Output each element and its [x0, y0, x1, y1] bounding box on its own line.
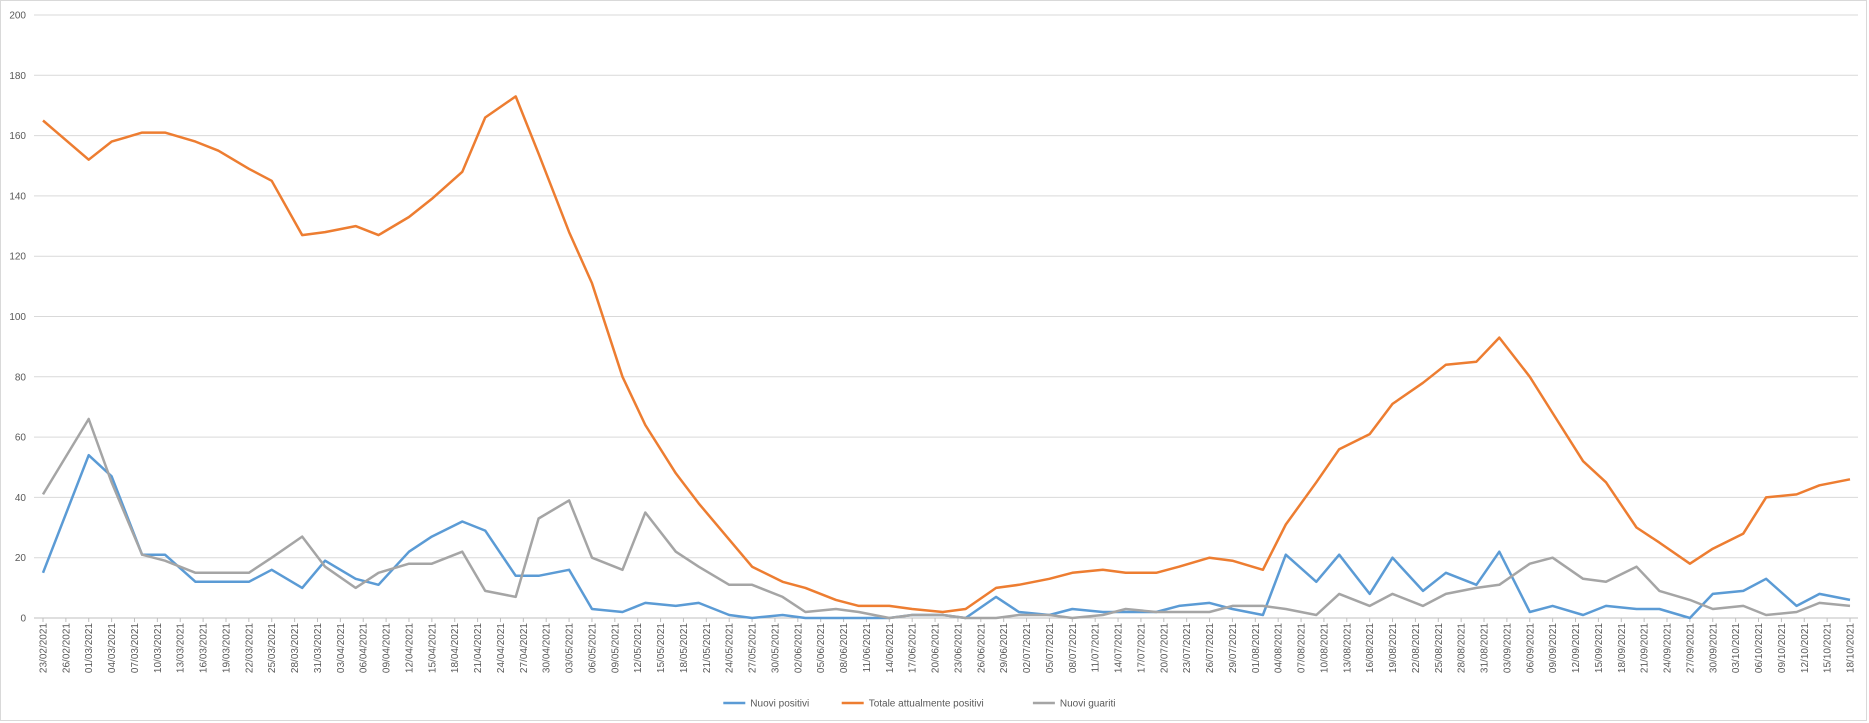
- x-tick-label: 29/07/2021: [1228, 623, 1239, 673]
- x-tick-label: 03/10/2021: [1731, 623, 1742, 673]
- x-tick-label: 24/04/2021: [496, 623, 507, 673]
- y-tick-label: 40: [15, 493, 27, 504]
- x-tick-label: 04/08/2021: [1274, 623, 1285, 673]
- x-tick-label: 21/09/2021: [1640, 623, 1651, 673]
- x-tick-label: 20/07/2021: [1159, 623, 1170, 673]
- x-tick-label: 14/07/2021: [1114, 623, 1125, 673]
- x-tick-label: 31/08/2021: [1480, 623, 1491, 673]
- x-tick-label: 08/07/2021: [1068, 623, 1079, 673]
- x-tick-label: 12/05/2021: [633, 623, 644, 673]
- x-tick-label: 27/05/2021: [748, 623, 759, 673]
- x-tick-label: 15/10/2021: [1823, 623, 1834, 673]
- x-tick-label: 30/04/2021: [542, 623, 553, 673]
- legend-label: Nuovi guariti: [1060, 699, 1116, 710]
- x-tick-label: 04/03/2021: [107, 623, 118, 673]
- x-tick-label: 26/06/2021: [976, 623, 987, 673]
- x-tick-label: 18/04/2021: [450, 623, 461, 673]
- legend-label: Totale attualmente positivi: [869, 699, 984, 710]
- x-tick-label: 18/09/2021: [1617, 623, 1628, 673]
- y-tick-label: 160: [9, 131, 26, 142]
- x-tick-label: 13/08/2021: [1342, 623, 1353, 673]
- x-tick-label: 25/08/2021: [1434, 623, 1445, 673]
- x-tick-label: 20/06/2021: [931, 623, 942, 673]
- x-tick-label: 11/07/2021: [1091, 623, 1102, 673]
- x-tick-label: 19/03/2021: [221, 623, 232, 673]
- x-tick-label: 18/10/2021: [1846, 623, 1857, 673]
- y-tick-label: 80: [15, 372, 27, 383]
- x-tick-label: 17/07/2021: [1136, 623, 1147, 673]
- x-tick-label: 29/06/2021: [999, 623, 1010, 673]
- y-tick-label: 180: [9, 71, 26, 82]
- x-tick-label: 09/05/2021: [610, 623, 621, 673]
- y-tick-label: 0: [20, 614, 26, 625]
- x-tick-label: 26/07/2021: [1205, 623, 1216, 673]
- y-tick-label: 200: [9, 11, 26, 22]
- x-tick-label: 05/07/2021: [1045, 623, 1056, 673]
- series-line: [41, 417, 1851, 620]
- x-tick-label: 13/03/2021: [176, 623, 187, 673]
- x-tick-label: 09/04/2021: [382, 623, 393, 673]
- x-tick-label: 10/08/2021: [1319, 623, 1330, 673]
- x-tick-label: 03/04/2021: [336, 623, 347, 673]
- x-tick-label: 06/09/2021: [1525, 623, 1536, 673]
- x-tick-label: 21/05/2021: [702, 623, 713, 673]
- x-tick-label: 28/08/2021: [1457, 623, 1468, 673]
- x-tick-label: 15/05/2021: [656, 623, 667, 673]
- x-tick-label: 30/05/2021: [770, 623, 781, 673]
- y-tick-label: 20: [15, 553, 27, 564]
- x-tick-label: 14/06/2021: [885, 623, 896, 673]
- x-tick-label: 24/05/2021: [725, 623, 736, 673]
- x-tick-label: 02/07/2021: [1022, 623, 1033, 673]
- x-tick-label: 01/03/2021: [84, 623, 95, 673]
- x-tick-label: 06/10/2021: [1754, 623, 1765, 673]
- x-tick-label: 21/04/2021: [473, 623, 484, 673]
- x-tick-label: 16/08/2021: [1365, 623, 1376, 673]
- x-tick-label: 07/03/2021: [130, 623, 141, 673]
- x-tick-label: 06/05/2021: [587, 623, 598, 673]
- x-tick-label: 26/02/2021: [61, 623, 72, 673]
- y-tick-label: 60: [15, 433, 27, 444]
- x-tick-label: 03/05/2021: [565, 623, 576, 673]
- x-tick-label: 10/03/2021: [153, 623, 164, 673]
- x-tick-label: 27/09/2021: [1685, 623, 1696, 673]
- x-tick-label: 15/09/2021: [1594, 623, 1605, 673]
- x-tick-label: 12/09/2021: [1571, 623, 1582, 673]
- x-tick-label: 16/03/2021: [199, 623, 210, 673]
- x-tick-label: 23/07/2021: [1182, 623, 1193, 673]
- series-line: [42, 95, 1851, 614]
- x-tick-label: 24/09/2021: [1663, 623, 1674, 673]
- x-tick-label: 23/06/2021: [953, 623, 964, 673]
- x-tick-label: 22/03/2021: [244, 623, 255, 673]
- x-tick-label: 08/06/2021: [839, 623, 850, 673]
- x-tick-label: 18/05/2021: [679, 623, 690, 673]
- x-tick-label: 07/08/2021: [1297, 623, 1308, 673]
- x-tick-label: 05/06/2021: [816, 623, 827, 673]
- x-tick-label: 15/04/2021: [427, 623, 438, 673]
- x-tick-label: 11/06/2021: [862, 623, 873, 673]
- x-tick-label: 23/02/2021: [39, 623, 50, 673]
- x-tick-label: 19/08/2021: [1388, 623, 1399, 673]
- x-tick-label: 28/03/2021: [290, 623, 301, 673]
- x-tick-label: 03/09/2021: [1502, 623, 1513, 673]
- x-tick-label: 22/08/2021: [1411, 623, 1422, 673]
- y-tick-label: 120: [9, 252, 26, 263]
- x-tick-label: 06/04/2021: [359, 623, 370, 673]
- x-tick-label: 01/08/2021: [1251, 623, 1262, 673]
- legend-label: Nuovi positivi: [750, 699, 809, 710]
- x-tick-label: 09/10/2021: [1777, 623, 1788, 673]
- x-tick-label: 25/03/2021: [267, 623, 278, 673]
- x-tick-label: 02/06/2021: [793, 623, 804, 673]
- x-tick-label: 31/03/2021: [313, 623, 324, 673]
- x-tick-label: 12/10/2021: [1800, 623, 1811, 673]
- x-tick-label: 09/09/2021: [1548, 623, 1559, 673]
- y-tick-label: 100: [9, 312, 26, 323]
- y-tick-label: 140: [9, 191, 26, 202]
- x-tick-label: 12/04/2021: [404, 623, 415, 673]
- x-tick-label: 17/06/2021: [908, 623, 919, 673]
- x-tick-label: 27/04/2021: [519, 623, 530, 673]
- x-tick-label: 30/09/2021: [1708, 623, 1719, 673]
